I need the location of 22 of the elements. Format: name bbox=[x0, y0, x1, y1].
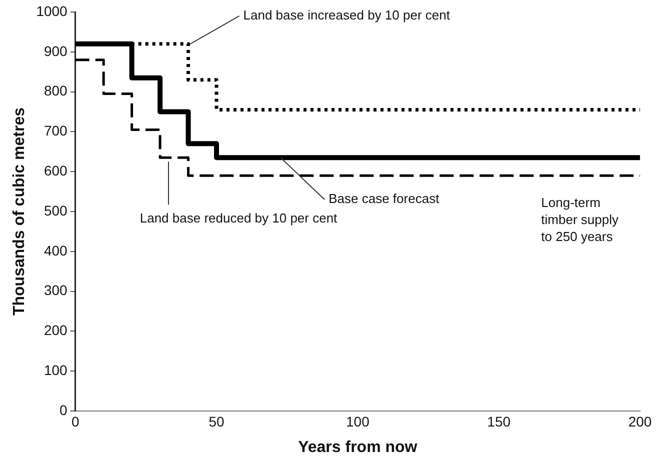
y-tick-label: 700 bbox=[44, 122, 68, 139]
annotation: Long-term timber supply to 250 years bbox=[541, 195, 619, 244]
y-tick-label: 800 bbox=[44, 82, 68, 99]
annotation: Land base reduced by 10 per cent bbox=[140, 210, 338, 226]
y-tick-label: 400 bbox=[44, 242, 68, 258]
y-tick-label: 100 bbox=[44, 362, 68, 378]
y-axis-title: Thousands of cubic metres bbox=[11, 107, 28, 316]
x-tick-label: 150 bbox=[487, 413, 511, 430]
y-tick-label: 200 bbox=[44, 322, 68, 338]
x-axis-title: Years from now bbox=[298, 438, 418, 456]
annotation: Base case forecast bbox=[328, 191, 440, 206]
x-tick-label: 100 bbox=[346, 413, 370, 430]
y-tick-label: 900 bbox=[44, 42, 68, 59]
y-tick-label: 1000 bbox=[36, 2, 68, 19]
y-tick-label: 300 bbox=[44, 282, 68, 298]
x-tick-label: 50 bbox=[208, 413, 225, 430]
annotation: Land base increased by 10 per cent bbox=[243, 8, 450, 22]
y-tick-label: 0 bbox=[60, 402, 68, 418]
y-tick-label: 500 bbox=[44, 202, 68, 218]
x-tick-label: 0 bbox=[71, 413, 80, 430]
y-tick-label: 600 bbox=[44, 162, 68, 178]
x-tick-label: 200 bbox=[628, 413, 652, 430]
